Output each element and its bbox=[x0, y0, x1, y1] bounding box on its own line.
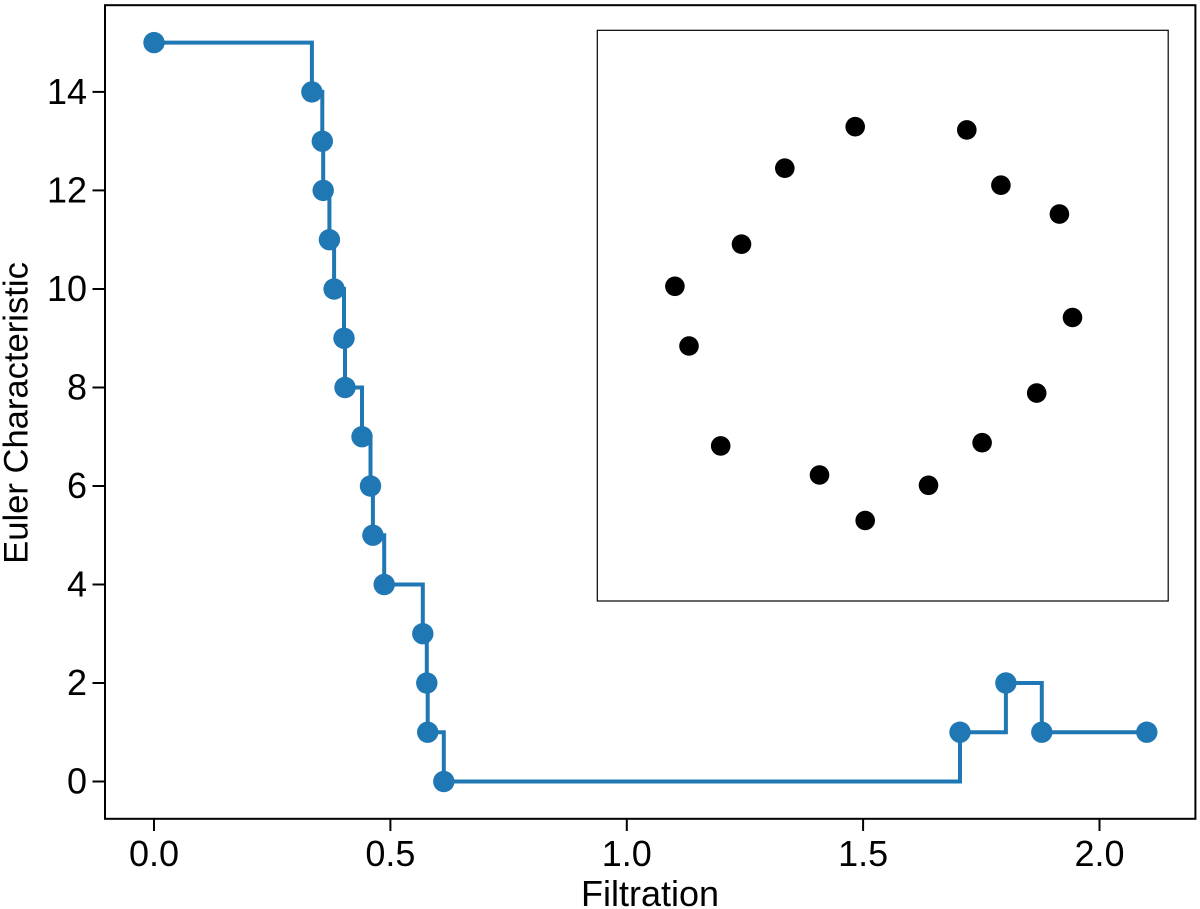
svg-text:4: 4 bbox=[67, 564, 87, 605]
svg-text:Filtration: Filtration bbox=[581, 873, 719, 909]
svg-text:0.0: 0.0 bbox=[129, 833, 179, 874]
svg-text:Euler Characteristic: Euler Characteristic bbox=[0, 262, 36, 564]
svg-text:2: 2 bbox=[67, 662, 87, 703]
svg-text:1.0: 1.0 bbox=[602, 833, 652, 874]
svg-text:8: 8 bbox=[67, 367, 87, 408]
svg-text:0.5: 0.5 bbox=[365, 833, 415, 874]
svg-text:14: 14 bbox=[47, 71, 87, 112]
svg-text:10: 10 bbox=[47, 268, 87, 309]
svg-text:2.0: 2.0 bbox=[1074, 833, 1124, 874]
svg-text:6: 6 bbox=[67, 465, 87, 506]
svg-text:12: 12 bbox=[47, 169, 87, 210]
svg-text:1.5: 1.5 bbox=[838, 833, 888, 874]
svg-text:0: 0 bbox=[67, 761, 87, 802]
